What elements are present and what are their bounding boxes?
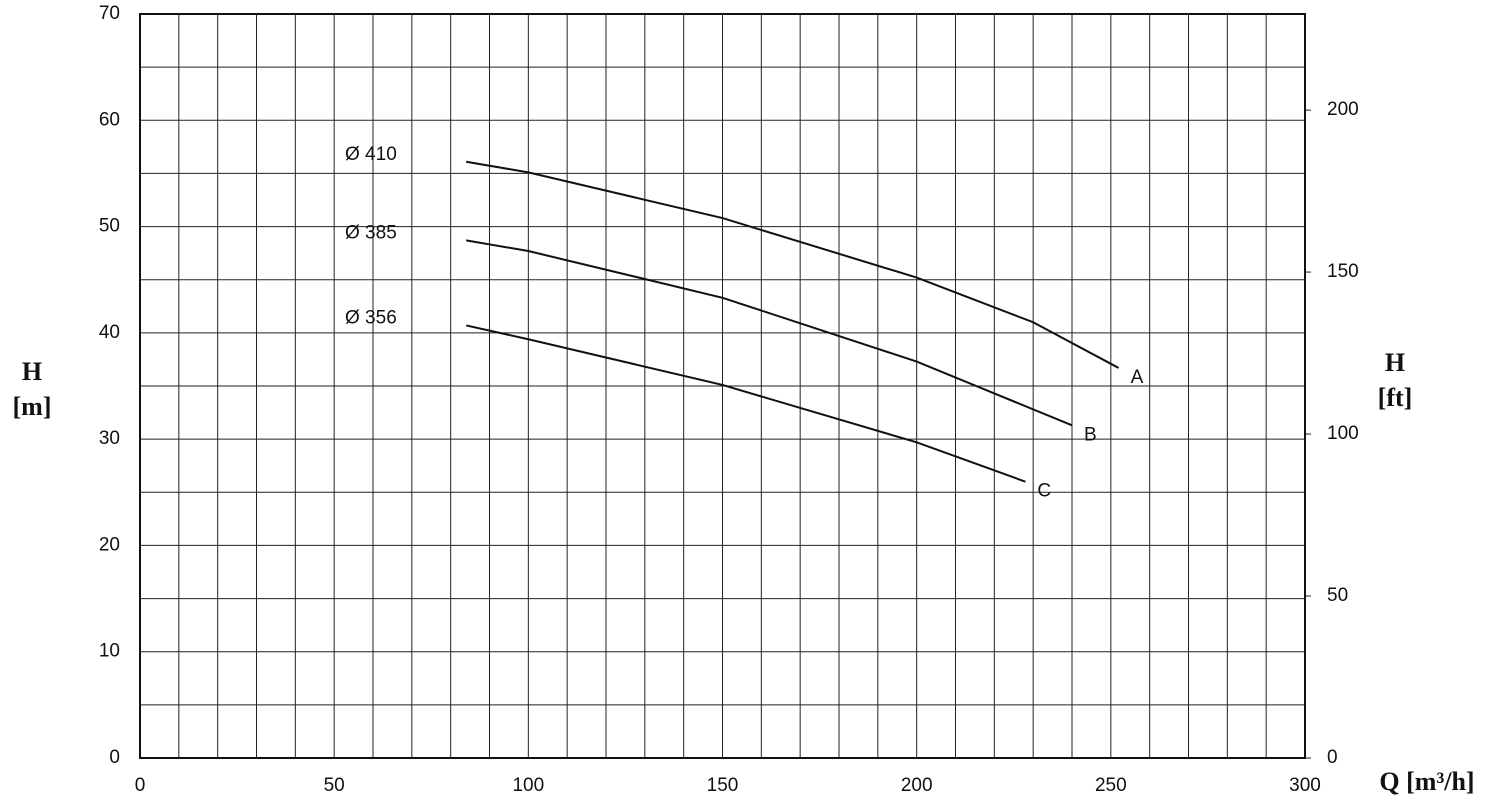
diameter-label: Ø 356 (345, 307, 397, 328)
y2-tick-label: 150 (1327, 261, 1359, 282)
diameter-label: Ø 410 (345, 144, 397, 165)
x-tick-label: 100 (512, 775, 544, 796)
y-axis-unit: [m] (13, 392, 52, 421)
y2-axis-unit: [ft] (1378, 383, 1413, 412)
curve (466, 239, 1073, 427)
x-tick-label: 300 (1289, 775, 1321, 796)
x-tick-label: 200 (901, 775, 933, 796)
legend-label: C (1037, 481, 1051, 502)
diameter-label: Ø 385 (345, 222, 397, 243)
y-tick-label: 70 (99, 3, 120, 24)
x-tick-label: 250 (1095, 775, 1127, 796)
y2-axis-label: H (1385, 348, 1405, 377)
y-tick-label: 10 (99, 641, 120, 662)
y-tick-label: 50 (99, 216, 120, 237)
x-tick-label: 150 (707, 775, 739, 796)
curve (465, 324, 1026, 483)
y2-tick-label: 50 (1327, 585, 1348, 606)
x-tick-label: 50 (324, 775, 345, 796)
y-tick-label: 30 (99, 428, 120, 449)
y-tick-label: 20 (99, 534, 120, 555)
y-tick-label: 0 (109, 747, 120, 768)
y2-tick-label: 100 (1327, 423, 1359, 444)
y-tick-label: 60 (99, 109, 120, 130)
plot-frame (139, 13, 1306, 759)
x-tick-label: 0 (135, 775, 146, 796)
legend-label: B (1084, 424, 1097, 445)
legend-label: A (1131, 367, 1144, 388)
y2-tick-label: 200 (1327, 99, 1359, 120)
curve (466, 160, 1120, 369)
x-axis-label: Q [m³/h] (1379, 767, 1474, 796)
y2-tick-label: 0 (1327, 747, 1338, 768)
y-axis-label: H (22, 357, 42, 386)
y-tick-label: 40 (99, 322, 120, 343)
